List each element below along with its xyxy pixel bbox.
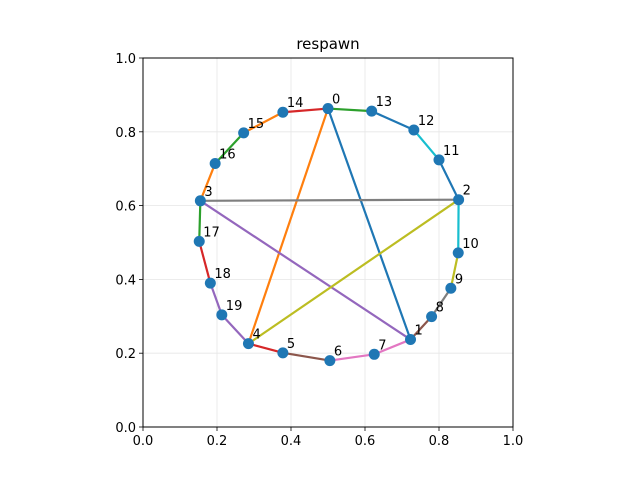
plot-frame <box>142 57 514 428</box>
node-19 <box>216 309 228 321</box>
node-2 <box>453 194 465 206</box>
node-label-14: 14 <box>287 96 304 111</box>
node-16 <box>209 158 221 170</box>
node-label-8: 8 <box>436 301 444 316</box>
node-3 <box>194 195 206 207</box>
axes-ticks: 0.0 0.2 0.4 0.6 0.8 1.0 0.0 0.2 0.4 0.6 0.8 1.0 <box>115 52 523 449</box>
edge-11-12 <box>412 128 441 161</box>
node-label-12: 12 <box>418 114 435 129</box>
node-label-11: 11 <box>443 144 460 159</box>
edge-18-19 <box>209 281 223 316</box>
edge-5-6 <box>281 351 331 362</box>
x-tick-label: 0.0 <box>133 434 154 449</box>
node-15 <box>238 127 250 139</box>
node-5 <box>277 347 289 359</box>
y-tick-label: 1.0 <box>115 52 136 67</box>
node-4 <box>242 338 254 350</box>
edge-4-19 <box>220 313 250 345</box>
nodes <box>193 103 465 367</box>
node-0 <box>322 103 334 115</box>
node-label-15: 15 <box>248 117 265 132</box>
node-8 <box>426 311 438 323</box>
node-label-1: 1 <box>415 324 423 339</box>
edge-4-5 <box>247 342 284 354</box>
edge-2-3 <box>199 198 460 202</box>
y-tick-label: 0.8 <box>115 126 136 141</box>
node-label-16: 16 <box>219 148 236 163</box>
node-17 <box>193 235 205 247</box>
edge-1-7 <box>373 338 412 356</box>
node-label-10: 10 <box>462 237 479 252</box>
node-label-6: 6 <box>334 345 342 360</box>
node-9 <box>445 282 457 294</box>
node-13 <box>366 105 378 117</box>
edge-3-17 <box>198 199 202 243</box>
x-tick-label: 0.4 <box>281 434 302 449</box>
edges <box>198 107 460 362</box>
edge-12-13 <box>370 110 415 132</box>
node-12 <box>408 124 420 136</box>
x-tick-label: 1.0 <box>503 434 524 449</box>
node-label-4: 4 <box>252 328 260 343</box>
node-label-17: 17 <box>203 225 220 240</box>
node-11 <box>433 154 445 166</box>
y-tick-label: 0.2 <box>115 347 136 362</box>
node-label-9: 9 <box>455 272 463 287</box>
chart-title: respawn <box>296 35 359 53</box>
y-tick-label: 0.4 <box>115 273 136 288</box>
node-label-5: 5 <box>287 337 295 352</box>
edge-14-15 <box>242 111 284 135</box>
node-1 <box>405 334 417 346</box>
edge-0-1 <box>326 107 412 341</box>
edge-8-9 <box>430 287 452 318</box>
node-18 <box>204 277 216 289</box>
node-label-13: 13 <box>376 95 393 110</box>
edge-0-4 <box>247 107 330 345</box>
node-label-0: 0 <box>332 93 340 108</box>
node-10 <box>452 247 464 259</box>
edge-0-14 <box>281 107 330 114</box>
y-tick-label: 0.0 <box>115 421 136 436</box>
edge-2-11 <box>437 158 460 201</box>
edge-6-7 <box>328 353 376 362</box>
x-tick-label: 0.2 <box>207 434 228 449</box>
edge-0-13 <box>326 107 373 113</box>
edge-17-18 <box>198 240 212 285</box>
node-label-3: 3 <box>204 185 212 200</box>
x-tick-label: 0.8 <box>429 434 450 449</box>
node-6 <box>324 355 336 367</box>
y-tick-label: 0.6 <box>115 200 136 215</box>
node-label-2: 2 <box>463 184 471 199</box>
node-14 <box>277 106 289 118</box>
edge-15-16 <box>214 131 245 165</box>
node-label-7: 7 <box>378 338 386 353</box>
node-label-18: 18 <box>214 267 231 282</box>
node-label-19: 19 <box>226 299 243 314</box>
edge-2-4 <box>247 198 460 345</box>
edge-1-3 <box>199 199 412 341</box>
edge-3-16 <box>199 162 217 202</box>
x-tick-label: 0.6 <box>355 434 376 449</box>
node-7 <box>368 348 380 360</box>
edge-9-10 <box>449 251 460 290</box>
